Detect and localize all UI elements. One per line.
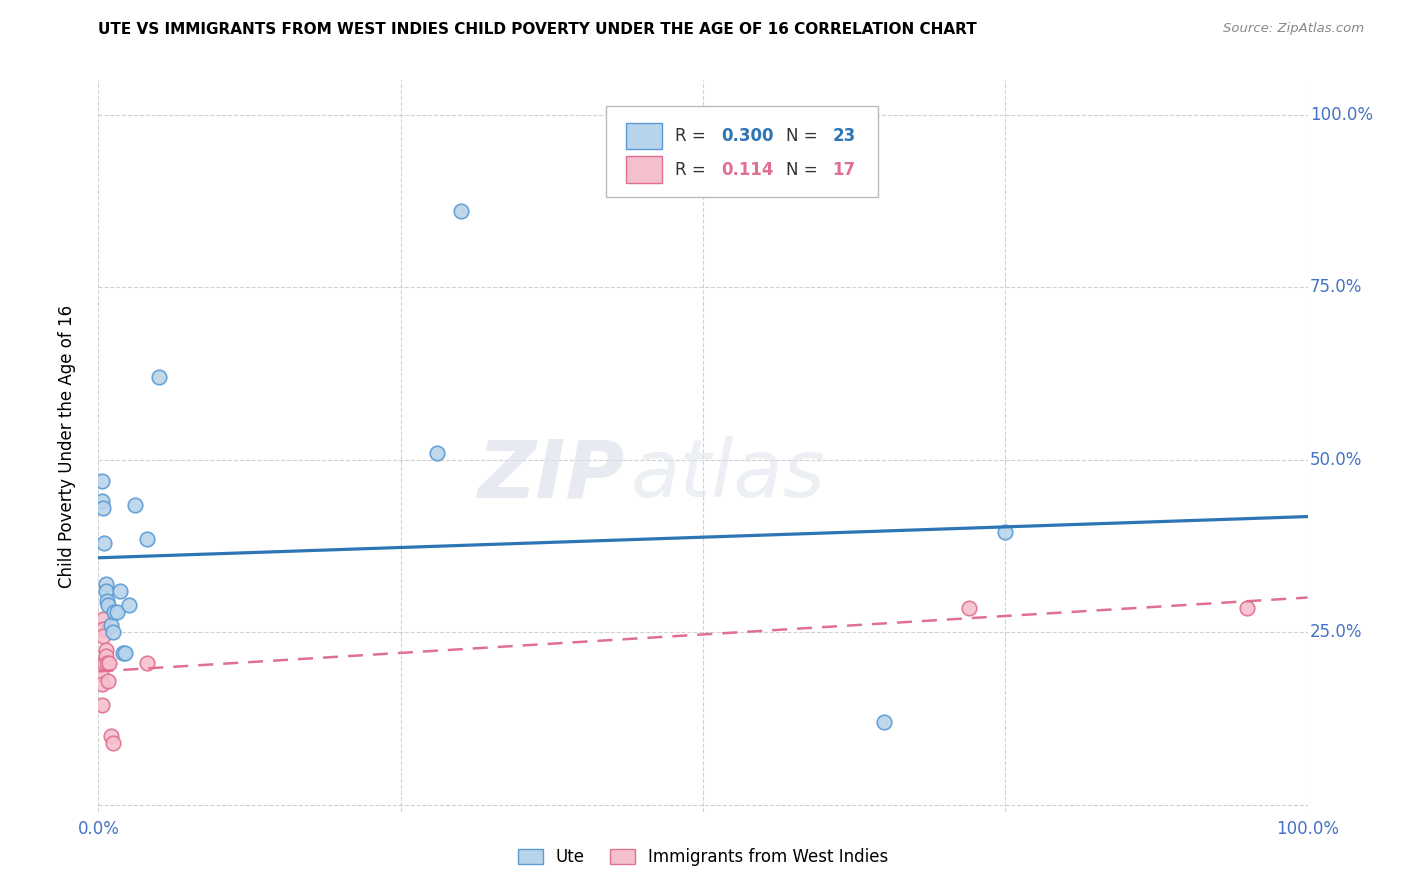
Point	[994, 525, 1017, 540]
Point	[135, 532, 157, 546]
FancyBboxPatch shape	[626, 156, 662, 183]
Point	[873, 714, 896, 729]
Point	[91, 474, 114, 488]
Text: 50.0%: 50.0%	[1310, 450, 1362, 469]
Point	[105, 605, 128, 619]
Text: N =: N =	[786, 127, 824, 145]
Point	[1236, 601, 1258, 615]
Point	[91, 611, 114, 625]
Point	[118, 598, 141, 612]
Point	[90, 666, 112, 681]
Point	[450, 204, 472, 219]
Point	[97, 598, 120, 612]
Text: UTE VS IMMIGRANTS FROM WEST INDIES CHILD POVERTY UNDER THE AGE OF 16 CORRELATION: UTE VS IMMIGRANTS FROM WEST INDIES CHILD…	[98, 22, 977, 37]
Point	[101, 736, 124, 750]
Text: R =: R =	[675, 161, 717, 178]
Point	[91, 629, 114, 643]
Point	[98, 657, 121, 671]
Point	[101, 625, 124, 640]
Text: 25.0%: 25.0%	[1310, 624, 1362, 641]
Point	[94, 583, 117, 598]
Text: 23: 23	[832, 127, 856, 145]
Text: R =: R =	[675, 127, 711, 145]
Point	[94, 642, 117, 657]
Point	[91, 698, 114, 712]
Point	[100, 618, 122, 632]
Text: 17: 17	[832, 161, 855, 178]
Point	[93, 657, 115, 671]
Point	[97, 673, 120, 688]
Point	[94, 577, 117, 591]
Text: N =: N =	[786, 161, 824, 178]
Point	[103, 605, 125, 619]
Point	[426, 446, 449, 460]
Y-axis label: Child Poverty Under the Age of 16: Child Poverty Under the Age of 16	[58, 304, 76, 588]
Point	[108, 583, 131, 598]
Text: atlas: atlas	[630, 436, 825, 515]
Text: ZIP: ZIP	[477, 436, 624, 515]
FancyBboxPatch shape	[606, 106, 879, 197]
Text: 100.0%: 100.0%	[1310, 106, 1374, 124]
Point	[96, 594, 118, 608]
Point	[100, 729, 122, 743]
Text: 75.0%: 75.0%	[1310, 278, 1362, 296]
Point	[91, 622, 114, 636]
Point	[111, 646, 134, 660]
Legend: Ute, Immigrants from West Indies: Ute, Immigrants from West Indies	[510, 841, 896, 873]
Point	[114, 646, 136, 660]
Point	[93, 535, 115, 549]
Point	[96, 657, 118, 671]
Text: Source: ZipAtlas.com: Source: ZipAtlas.com	[1223, 22, 1364, 36]
Point	[91, 501, 114, 516]
Point	[124, 498, 146, 512]
Point	[135, 657, 157, 671]
Text: 0.300: 0.300	[721, 127, 773, 145]
Point	[957, 601, 980, 615]
Text: 0.114: 0.114	[721, 161, 773, 178]
Point	[148, 370, 170, 384]
FancyBboxPatch shape	[626, 123, 662, 149]
Point	[94, 649, 117, 664]
Point	[91, 677, 114, 691]
Point	[91, 494, 114, 508]
